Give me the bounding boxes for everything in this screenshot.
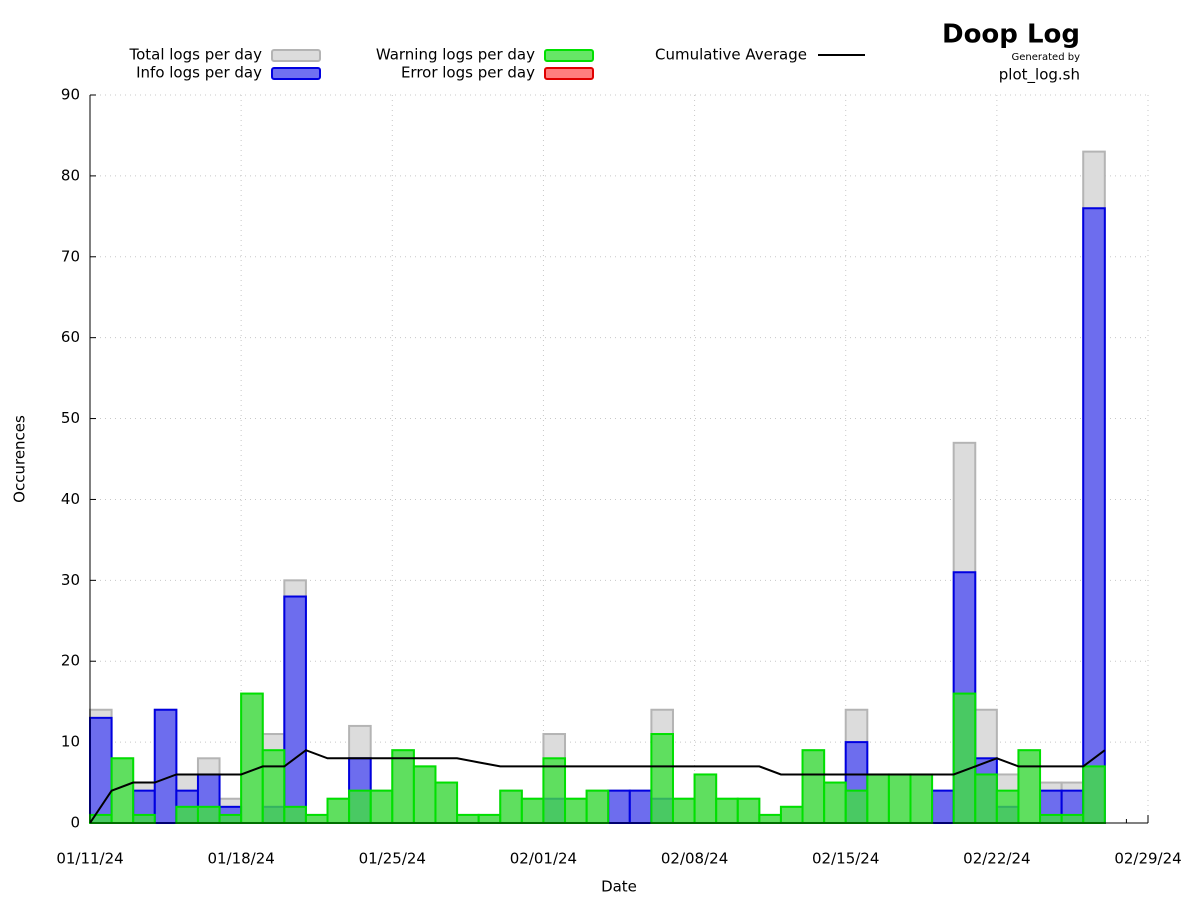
- bar: [175, 805, 199, 824]
- legend-label: Warning logs per day: [376, 46, 535, 64]
- y-tick-label: 90: [61, 86, 80, 104]
- bar: [132, 813, 156, 825]
- bar: [823, 781, 847, 824]
- legend-swatch: [271, 49, 321, 62]
- x-tick-label: 02/01/24: [510, 850, 577, 868]
- series: [89, 692, 1106, 825]
- chart-source: plot_log.sh: [999, 66, 1080, 85]
- x-tick-label: 02/15/24: [812, 850, 879, 868]
- bar: [391, 749, 415, 825]
- bar: [218, 813, 243, 825]
- y-axis-label: Occurences: [11, 415, 29, 503]
- bar: [196, 805, 221, 824]
- bar: [456, 813, 480, 825]
- bar: [952, 692, 977, 824]
- legend-label: Total logs per day: [128, 46, 262, 64]
- bar: [369, 789, 394, 825]
- bar: [715, 797, 739, 825]
- y-tick-label: 0: [70, 814, 80, 832]
- bar: [520, 797, 545, 825]
- x-axis-label: Date: [601, 878, 637, 896]
- bar: [974, 773, 998, 825]
- bar: [995, 789, 1020, 825]
- bar: [1039, 813, 1063, 825]
- bar: [1060, 813, 1085, 825]
- legend-label: Error logs per day: [401, 64, 535, 82]
- bar: [607, 789, 631, 825]
- bar: [585, 789, 610, 825]
- y-tick-label: 50: [61, 409, 80, 427]
- bar: [801, 749, 826, 825]
- legend-swatch: [544, 67, 594, 80]
- legend-label: Info logs per day: [136, 64, 262, 82]
- bar: [866, 773, 890, 825]
- bar: [240, 692, 264, 824]
- bar: [1082, 207, 1106, 824]
- x-tick-label: 01/11/24: [56, 850, 123, 868]
- bar: [887, 773, 912, 825]
- bar: [499, 789, 523, 825]
- bar: [931, 789, 955, 825]
- bar: [412, 765, 437, 825]
- chart-title: Doop Log: [942, 20, 1080, 50]
- bar: [844, 789, 869, 825]
- bar: [434, 781, 459, 824]
- x-tick-label: 02/08/24: [661, 850, 728, 868]
- bar: [671, 797, 696, 825]
- y-tick-label: 60: [61, 328, 80, 346]
- line: [89, 749, 1106, 824]
- x-tick-label: 02/22/24: [963, 850, 1030, 868]
- bar: [1017, 749, 1042, 825]
- x-tick-label: 01/18/24: [207, 850, 274, 868]
- legend-label: Cumulative Average: [655, 46, 807, 64]
- bar: [261, 749, 286, 825]
- bar: [153, 708, 178, 824]
- bar: [304, 813, 329, 825]
- legend-swatch: [271, 67, 321, 80]
- y-tick-label: 70: [61, 247, 80, 265]
- bar: [542, 757, 567, 824]
- bar: [283, 805, 307, 824]
- y-tick-label: 40: [61, 490, 80, 508]
- y-tick-label: 30: [61, 571, 80, 589]
- bar: [283, 595, 307, 824]
- bar: [348, 789, 372, 825]
- bar: [693, 773, 718, 825]
- chart-subtitle: Generated by: [1012, 52, 1081, 63]
- bar: [628, 789, 653, 825]
- y-tick-label: 80: [61, 166, 80, 184]
- bar: [758, 813, 782, 825]
- x-tick-label: 02/29/24: [1114, 850, 1181, 868]
- bar: [736, 797, 761, 825]
- bar: [650, 733, 674, 824]
- y-tick-label: 10: [61, 733, 80, 751]
- bar: [1082, 765, 1106, 825]
- bar: [477, 813, 502, 825]
- y-tick-label: 20: [61, 652, 80, 670]
- x-tick-label: 01/25/24: [359, 850, 426, 868]
- bar: [779, 805, 804, 824]
- bar: [564, 797, 588, 825]
- legend-swatch: [544, 49, 594, 62]
- bar: [326, 797, 351, 825]
- bar: [909, 773, 934, 825]
- bar: [110, 757, 135, 824]
